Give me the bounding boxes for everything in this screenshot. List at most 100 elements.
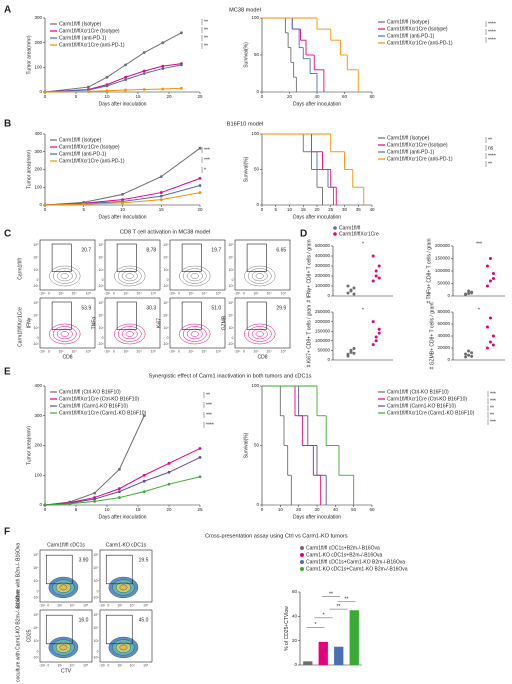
flow-tick-label: 10³ [94,579,100,583]
significance: ns [488,145,494,151]
x-axis-label: Days after inoculation [98,514,146,520]
flow-density [60,273,69,279]
flow-tick-label: 10³ [58,291,64,295]
y-tick-label: 0 [256,89,259,94]
flow-tick-label: 10⁴ [71,349,77,353]
y-tick-label: 50 [254,52,260,57]
gate-percentage: 19.5 [139,558,149,564]
flow-y-label: IFNγ [26,317,32,328]
flow-tick-label: 0 [97,649,99,653]
significance: * [478,307,480,313]
x-tick-label: 15 [301,207,307,212]
legend-label: Carm1-KO cDC1s+B2m-/-B16Ova [306,552,382,558]
y-tick-label: 50 [254,167,260,172]
flow-tick-label: 10³ [164,268,170,272]
row-label: Carm1fl/flXcr1Cre [17,307,23,347]
data-point [488,340,492,344]
flow-density [247,326,272,342]
y-tick-label: 60 [292,589,298,594]
flow-density [255,331,264,337]
flow-tick-label: -10³ [39,349,46,353]
flow-tick-label: 10⁵ [86,291,92,295]
flow-tick-label: -10³ [32,596,39,600]
data-point [464,352,468,356]
series-line [44,415,145,506]
y-tick-label: 20000 [437,345,450,350]
significance: ** [204,43,208,49]
data-point [161,87,165,91]
data-point [346,284,350,288]
x-tick-label: 15 [135,507,141,512]
flow-density [125,331,134,337]
significance: ** [204,35,208,41]
y-tick-label: 150000 [435,256,451,261]
flow-tick-label: 10³ [34,326,40,330]
flow-tick-label: 0 [37,278,39,282]
data-point [491,343,495,347]
data-point [198,176,202,180]
data-point [470,291,474,295]
gate-percentage: 29.9 [276,305,286,311]
y-axis-label: Tumor area(mm²) [27,150,33,189]
flow-tick-label: 10³ [117,663,123,667]
flow-density [182,326,207,342]
gate-percentage: 16.0 [79,618,89,624]
flow-tick-label: 10⁴ [33,255,39,259]
column-label: Carm1-KO cDC1s [106,542,147,548]
flow-plot-frame [104,297,161,349]
data-point [142,473,146,477]
flow-tick-label: 10⁵ [228,243,234,247]
flow-tick-label: 10³ [164,326,170,330]
bar [318,641,328,665]
data-point [161,67,165,70]
data-point [159,194,163,198]
data-point [121,192,124,196]
legend-swatch [300,567,304,571]
flow-tick-label: 10⁴ [163,255,169,259]
data-point [43,90,47,94]
flow-tick-label: 10³ [57,663,63,667]
flow-density [125,273,134,279]
flow-tick-label: 10⁵ [281,349,287,353]
gate-percentage: 45.0 [139,618,149,624]
data-point [93,497,96,501]
data-point [180,31,183,35]
flow-tick-label: 0 [113,349,115,353]
y-tick-label: 40000 [437,333,450,338]
legend-label: Carm1fl/flXcr1Cre (anti-PD-1) [59,158,125,164]
significance: ** [488,137,492,143]
significance: ** [336,604,340,610]
flow-tick-label: -10³ [32,656,39,660]
data-point [485,264,489,268]
significance: *** [490,391,496,397]
data-point [374,339,378,343]
significance: ** [206,392,210,398]
x-tick-label: 0 [261,507,264,512]
data-point [377,327,381,331]
data-point [198,184,202,187]
data-point [124,75,127,79]
flow-tick-label: 10⁵ [98,243,104,247]
data-point [198,447,202,450]
data-point [488,279,492,283]
y-tick-label: 0 [39,202,42,207]
flow-tick-label: -10³ [97,284,104,288]
significance: ** [345,597,349,603]
data-point [161,41,165,45]
y-tick-label: 100000 [435,268,451,273]
flow-tick-label: 10⁵ [228,301,234,305]
flow-tick-label: 10⁴ [70,663,76,667]
flow-tick-label: 10⁴ [93,566,99,570]
flow-y-label: Ki67 [156,318,162,328]
data-point [485,325,489,329]
legend-label: Carm1fl/fl (anti-PD-1) [59,151,107,157]
flow-density [114,265,146,287]
x-tick-label: 40 [314,94,320,99]
flow-tick-label: 10³ [123,291,129,295]
x-tick-label: 50 [351,507,357,512]
data-point [374,274,378,278]
flow-density [59,584,68,591]
bar [303,661,313,665]
significance: *** [204,147,210,153]
